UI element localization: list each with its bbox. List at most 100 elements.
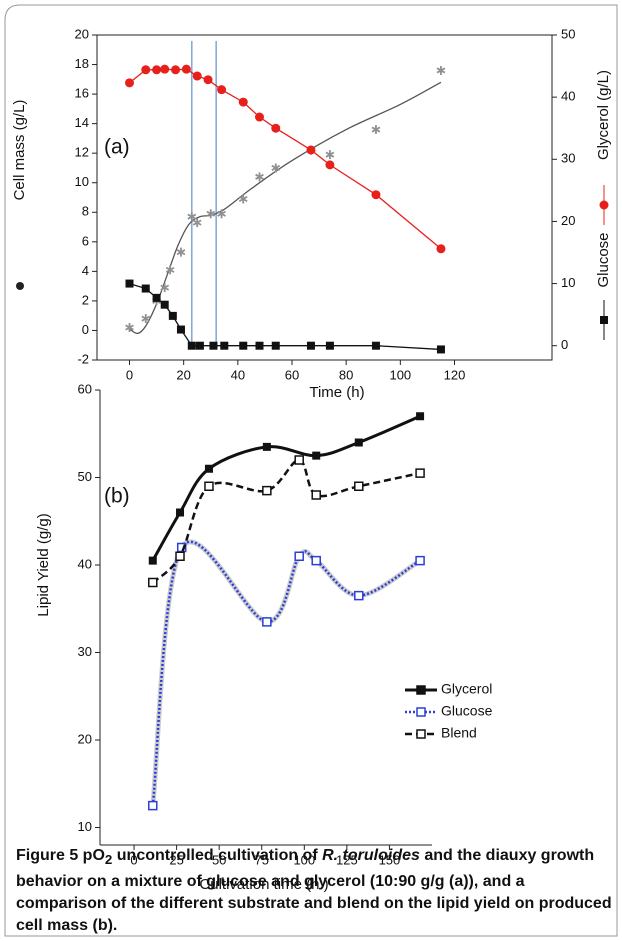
data-point xyxy=(206,209,216,219)
y-tick-label: 12 xyxy=(75,145,89,160)
y-tick-label: 10 xyxy=(78,819,92,834)
data-point xyxy=(262,485,272,496)
x-tick-label: 100 xyxy=(389,367,411,382)
series-line xyxy=(151,540,421,806)
data-point xyxy=(165,265,175,275)
data-point xyxy=(217,85,227,95)
data-point xyxy=(311,490,321,500)
y-tick-label: 18 xyxy=(75,56,89,71)
x-axis-title: Cultivation time (h ) xyxy=(199,876,328,893)
y-tick-label: 16 xyxy=(75,86,89,101)
data-point xyxy=(148,577,158,588)
data-point xyxy=(354,590,364,601)
data-point xyxy=(255,112,264,122)
x-tick-label: 80 xyxy=(339,367,353,382)
data-point xyxy=(238,194,248,204)
data-point xyxy=(238,97,248,107)
data-point xyxy=(160,283,170,293)
x-tick-label: 150 xyxy=(379,852,401,867)
data-point xyxy=(312,451,321,460)
data-point xyxy=(125,279,134,288)
data-point xyxy=(176,325,185,334)
x-tick-label: 120 xyxy=(444,367,466,382)
y2-tick-label: 0 xyxy=(561,337,568,352)
y2-tick-label: 20 xyxy=(561,213,575,228)
caption-text: uncontrolled cultivation of xyxy=(112,847,323,864)
data-point xyxy=(187,212,197,222)
data-point xyxy=(325,160,335,170)
data-point xyxy=(204,481,214,491)
data-point xyxy=(204,464,213,473)
data-point xyxy=(306,341,315,350)
data-point xyxy=(415,555,425,566)
y-tick-label: 10 xyxy=(75,174,89,189)
data-point xyxy=(175,551,185,561)
y-tick-label: 0 xyxy=(82,322,89,337)
y2-axis-title: Glucose xyxy=(595,232,612,287)
axis-icon xyxy=(16,282,24,290)
data-point xyxy=(220,341,229,350)
data-point xyxy=(148,800,158,811)
data-point xyxy=(262,617,272,627)
y2-tick-label: 10 xyxy=(561,275,575,290)
line-shadow xyxy=(150,539,422,806)
legend-label: Glucose xyxy=(441,703,493,719)
x-tick-label: 0 xyxy=(126,367,133,382)
y-axis-title: Lipid Yield (g/g) xyxy=(35,513,52,616)
caption-text: 2 xyxy=(104,852,113,868)
caption-label: Figure 5 xyxy=(16,847,79,864)
data-point xyxy=(141,284,150,293)
data-point xyxy=(160,300,169,309)
legend-label: Glycerol xyxy=(441,681,492,697)
data-point xyxy=(325,150,335,160)
series-line xyxy=(129,68,442,250)
data-point xyxy=(306,145,316,155)
data-point xyxy=(187,341,196,350)
x-tick-label: 100 xyxy=(293,852,315,867)
x-tick-label: 25 xyxy=(169,852,183,867)
data-point xyxy=(354,481,364,491)
data-point xyxy=(192,218,202,228)
data-point xyxy=(294,455,304,465)
caption-text: and the diauxy growth behavior on a mixt… xyxy=(16,847,612,935)
data-point xyxy=(436,345,445,354)
data-point xyxy=(148,556,157,565)
data-point xyxy=(271,341,280,350)
y-tick-label: 30 xyxy=(78,644,92,659)
y-tick-label: 20 xyxy=(75,26,89,41)
data-point xyxy=(171,65,181,75)
data-point xyxy=(203,75,213,85)
data-point xyxy=(209,341,218,350)
data-point xyxy=(176,247,186,257)
data-point xyxy=(255,172,264,182)
x-tick-label: 0 xyxy=(130,852,137,867)
data-point xyxy=(371,125,381,135)
data-point xyxy=(436,65,446,75)
y-tick-label: 20 xyxy=(78,731,92,746)
fit-curve xyxy=(129,81,442,335)
y-tick-label: 8 xyxy=(82,204,89,219)
y2-tick-label: 30 xyxy=(561,151,575,166)
data-point xyxy=(141,314,151,324)
x-tick-label: 75 xyxy=(255,852,269,867)
caption-text: pO xyxy=(78,847,105,864)
data-point xyxy=(325,341,334,350)
y-tick-label: 40 xyxy=(78,556,92,571)
data-point xyxy=(371,190,381,200)
y-tick-label: 50 xyxy=(78,469,92,484)
data-point xyxy=(415,468,425,478)
data-point xyxy=(152,65,162,75)
data-point xyxy=(176,508,185,517)
data-point xyxy=(311,555,321,566)
data-point xyxy=(160,64,170,74)
data-point xyxy=(192,71,202,81)
data-point xyxy=(294,551,304,561)
plot-frame xyxy=(96,34,553,361)
panel-label: (a) xyxy=(104,136,130,159)
data-point xyxy=(181,64,191,74)
data-point xyxy=(255,341,264,350)
data-point xyxy=(371,341,380,350)
data-point xyxy=(125,78,134,88)
